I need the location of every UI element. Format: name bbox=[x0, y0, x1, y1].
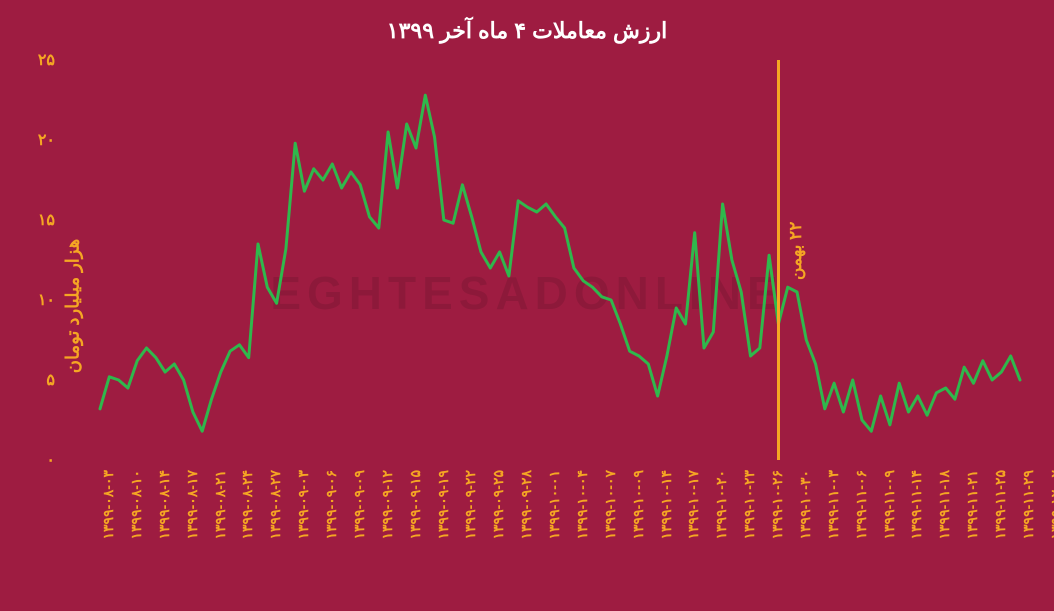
x-tick: ۱۳۹۹-۱۱-۲۹ bbox=[1020, 470, 1037, 539]
x-tick: ۱۳۹۹-۱۰-۰۱ bbox=[546, 470, 563, 539]
plot-area: ۲۲ بهمن bbox=[100, 60, 1020, 460]
x-tick: ۱۳۹۹-۰۹-۱۵ bbox=[407, 470, 424, 539]
y-tick: ۱۰ bbox=[38, 290, 55, 310]
x-tick: ۱۳۹۹-۰۹-۱۲ bbox=[379, 470, 396, 539]
x-tick: ۱۳۹۹-۱۰-۱۴ bbox=[658, 470, 675, 539]
x-tick: ۱۳۹۹-۱۰-۱۷ bbox=[685, 470, 702, 539]
x-tick: ۱۳۹۹-۰۹-۰۳ bbox=[295, 470, 312, 539]
x-tick: ۱۳۹۹-۰۹-۲۵ bbox=[490, 470, 507, 539]
x-tick: ۱۳۹۹-۰۸-۲۴ bbox=[239, 470, 256, 539]
chart-title: ارزش معاملات ۴ ماه آخر ۱۳۹۹ bbox=[0, 18, 1054, 44]
y-tick: ۰ bbox=[46, 450, 55, 470]
x-tick: ۱۳۹۹-۱۰-۲۶ bbox=[769, 470, 786, 539]
reference-vline-label: ۲۲ بهمن bbox=[786, 222, 806, 280]
y-axis-label: هزار میلیارد تومان bbox=[63, 238, 84, 372]
x-tick: ۱۳۹۹-۰۹-۰۶ bbox=[323, 470, 340, 539]
x-tick: ۱۳۹۹-۱۰-۳۰ bbox=[797, 470, 814, 539]
x-tick: ۱۳۹۹-۱۱-۲۵ bbox=[992, 470, 1009, 539]
y-tick: ۱۵ bbox=[38, 210, 55, 230]
x-tick: ۱۳۹۹-۰۹-۱۹ bbox=[435, 470, 452, 539]
x-tick: ۱۳۹۹-۱۲-۰۲ bbox=[1048, 470, 1054, 539]
x-ticks: ۱۳۹۹-۰۸-۰۳ ۱۳۹۹-۰۸-۱۰ ۱۳۹۹-۰۸-۱۴ ۱۳۹۹-۰۸-۱۷… bbox=[100, 470, 1020, 600]
x-tick: ۱۳۹۹-۰۹-۲۸ bbox=[518, 470, 535, 539]
chart-container: EGHTESADONLINE ارزش معاملات ۴ ماه آخر ۱۳… bbox=[0, 0, 1054, 611]
x-tick: ۱۳۹۹-۱۱-۲۱ bbox=[964, 470, 981, 539]
y-tick: ۵ bbox=[46, 370, 55, 390]
x-tick: ۱۳۹۹-۰۸-۰۳ bbox=[100, 470, 117, 539]
y-tick: ۲۵ bbox=[38, 50, 55, 70]
x-tick: ۱۳۹۹-۱۰-۲۰ bbox=[713, 470, 730, 539]
x-tick: ۱۳۹۹-۱۱-۰۹ bbox=[881, 470, 898, 539]
y-tick: ۲۰ bbox=[38, 130, 55, 150]
x-tick: ۱۳۹۹-۱۰-۲۳ bbox=[741, 470, 758, 539]
x-tick: ۱۳۹۹-۰۸-۱۷ bbox=[184, 470, 201, 539]
x-tick: ۱۳۹۹-۱۱-۰۶ bbox=[853, 470, 870, 539]
x-tick: ۱۳۹۹-۱۱-۱۴ bbox=[908, 470, 925, 539]
x-tick: ۱۳۹۹-۱۱-۱۸ bbox=[936, 470, 953, 539]
x-tick: ۱۳۹۹-۱۱-۰۳ bbox=[825, 470, 842, 539]
reference-vline bbox=[777, 60, 780, 460]
x-tick: ۱۳۹۹-۰۸-۱۰ bbox=[128, 470, 145, 539]
x-tick: ۱۳۹۹-۰۸-۱۴ bbox=[156, 470, 173, 539]
x-tick: ۱۳۹۹-۰۸-۲۱ bbox=[212, 470, 229, 539]
x-tick: ۱۳۹۹-۱۰-۰۹ bbox=[630, 470, 647, 539]
x-tick: ۱۳۹۹-۱۰-۰۷ bbox=[602, 470, 619, 539]
x-tick: ۱۳۹۹-۰۸-۲۷ bbox=[267, 470, 284, 539]
line-chart-svg bbox=[100, 60, 1020, 460]
x-tick: ۱۳۹۹-۱۰-۰۴ bbox=[574, 470, 591, 539]
x-tick: ۱۳۹۹-۰۹-۲۲ bbox=[462, 470, 479, 539]
x-tick: ۱۳۹۹-۰۹-۰۹ bbox=[351, 470, 368, 539]
data-line bbox=[100, 95, 1020, 431]
